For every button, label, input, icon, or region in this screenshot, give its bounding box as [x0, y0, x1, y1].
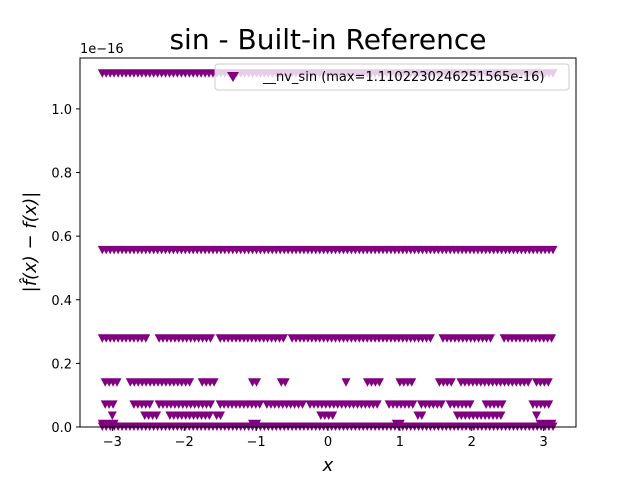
y-tick-label: 0.0 [51, 421, 72, 436]
legend-box [214, 63, 570, 91]
y-axis-label: |f̂(x) − f(x)| [20, 192, 41, 293]
x-axis-label: x [322, 455, 334, 476]
y-offset-label: 1e−16 [80, 42, 124, 57]
x-axis: −3 −2 −1 0 1 2 3 [103, 427, 548, 450]
data-points [97, 69, 558, 432]
x-tick-label: 1 [396, 435, 404, 450]
legend-marker [227, 72, 239, 82]
y-tick-label: 0.4 [51, 294, 72, 309]
x-tick-label: 0 [324, 435, 332, 450]
y-tick-label: 1.0 [51, 103, 72, 118]
y-axis: 0.0 0.2 0.4 0.6 0.8 1.0 [51, 103, 80, 436]
y-tick-label: 0.8 [51, 167, 72, 182]
legend-label: __nv_sin (max=1.1102230246251565e-16) [262, 70, 545, 85]
x-tick-label: −3 [103, 435, 122, 450]
series-markers [97, 69, 558, 432]
y-tick-label: 0.6 [51, 230, 72, 245]
plot-frame [79, 57, 577, 428]
x-tick-label: 2 [468, 435, 476, 450]
legend: __nv_sin (max=1.1102230246251565e-16) [214, 63, 570, 91]
x-tick-label: 3 [540, 435, 548, 450]
chart-title: sin - Built-in Reference [169, 23, 486, 56]
y-tick-label: 0.2 [51, 357, 72, 372]
x-tick-label: −1 [247, 435, 266, 450]
x-tick-label: −2 [175, 435, 194, 450]
